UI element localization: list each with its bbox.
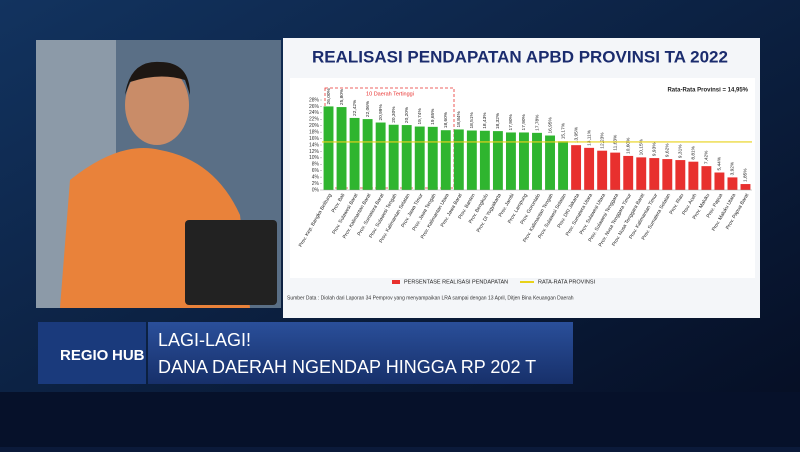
- value-label: 1,85%: [743, 168, 749, 182]
- bar: [597, 150, 608, 190]
- value-label: 18,60%: [443, 111, 449, 128]
- value-label: 20,20%: [404, 106, 410, 123]
- value-label: 18,43%: [482, 112, 488, 129]
- y-tick-label: 14%: [309, 142, 320, 148]
- value-label: 12,23%: [599, 132, 605, 149]
- y-tick-label: 18%: [309, 129, 320, 135]
- y-tick-label: 24%: [309, 110, 320, 116]
- value-label: 19,74%: [417, 108, 423, 125]
- bar: [336, 107, 347, 190]
- value-label: 22,06%: [365, 100, 371, 117]
- legend-swatch: [392, 280, 400, 284]
- bar: [623, 155, 634, 190]
- average-annotation: Rata-Rata Provinsi = 14,95%: [667, 88, 748, 94]
- value-label: 19,65%: [430, 108, 436, 125]
- value-label: 13,95%: [573, 126, 579, 143]
- value-label: 9,62%: [665, 143, 671, 157]
- desk-area: [0, 392, 800, 447]
- bar: [701, 166, 712, 190]
- value-label: 17,78%: [534, 114, 540, 131]
- y-tick-label: 28%: [309, 97, 320, 103]
- bar: [532, 132, 542, 190]
- value-label: 20,30%: [391, 106, 397, 123]
- value-label: 20,99%: [378, 104, 384, 121]
- value-label: 22,42%: [352, 99, 358, 116]
- bar: [375, 122, 386, 190]
- bar: [349, 117, 360, 190]
- logo-left: REGIO: [60, 347, 109, 364]
- logo-box: [38, 322, 146, 384]
- value-label: 10,15%: [639, 138, 645, 155]
- bar: [740, 184, 751, 190]
- y-tick-label: 0%: [312, 187, 320, 193]
- y-tick-label: 2%: [312, 181, 320, 187]
- bar: [414, 126, 425, 190]
- value-label: 25,80%: [339, 88, 345, 105]
- bar: [714, 172, 725, 190]
- value-label: 16,95%: [547, 117, 553, 134]
- value-label: 9,93%: [652, 142, 658, 156]
- headline-line-1: LAGI-LAGI!: [158, 330, 251, 350]
- value-label: 17,90%: [508, 113, 514, 130]
- y-tick-label: 12%: [309, 149, 320, 155]
- y-tick-label: 10%: [309, 155, 320, 161]
- legend-label: PERSENTASE REALISASI PENDAPATAN: [404, 279, 508, 285]
- value-label: 8,81%: [691, 145, 697, 159]
- bar: [545, 135, 555, 190]
- bar: [558, 141, 569, 190]
- y-tick-label: 6%: [312, 168, 320, 174]
- bar: [323, 106, 334, 190]
- highlight-label: 10 Daerah Tertinggi: [366, 91, 414, 97]
- value-label: 18,32%: [495, 112, 501, 129]
- value-label: 26,00%: [326, 87, 332, 104]
- bar: [466, 130, 477, 190]
- y-tick-label: 22%: [309, 117, 320, 123]
- bar: [492, 131, 503, 190]
- value-label: 13,11%: [586, 129, 592, 146]
- logo-right: HUB: [112, 347, 145, 364]
- legend-label: RATA-RATA PROVINSI: [538, 279, 596, 285]
- y-tick-label: 20%: [309, 123, 320, 129]
- bar: [636, 157, 647, 190]
- value-label: 9,31%: [678, 144, 684, 158]
- bar: [649, 158, 660, 190]
- bar: [505, 132, 516, 190]
- y-tick-label: 4%: [312, 174, 320, 180]
- y-tick-label: 8%: [312, 162, 320, 168]
- bar: [401, 125, 412, 190]
- bar: [440, 130, 451, 190]
- bar: [519, 132, 529, 190]
- bar: [584, 147, 595, 190]
- presenter-head: [125, 65, 189, 145]
- value-label: 15,17%: [560, 122, 566, 139]
- value-label: 17,90%: [521, 113, 527, 130]
- bar: [453, 129, 464, 190]
- chart-title: REALISASI PENDAPATAN APBD PROVINSI TA 20…: [312, 47, 728, 66]
- bar: [675, 160, 686, 190]
- value-label: 18,51%: [469, 111, 475, 128]
- bar: [479, 130, 490, 190]
- bar: [388, 124, 399, 190]
- bar: [571, 145, 582, 190]
- source-note: Sumber Data : Diolah dari Laporan 34 Pem…: [287, 295, 574, 301]
- bar: [610, 152, 621, 190]
- value-label: 10,60%: [625, 137, 631, 154]
- bar: [662, 159, 673, 190]
- value-label: 5,44%: [717, 156, 723, 170]
- bar: [727, 177, 738, 190]
- tablet: [185, 220, 277, 305]
- bar: [427, 126, 438, 190]
- y-tick-label: 16%: [309, 136, 320, 142]
- headline-line-2: DANA DAERAH NGENDAP HINGGA RP 202 T: [158, 357, 536, 377]
- presenter-hair: [125, 61, 190, 95]
- value-label: 3,92%: [730, 161, 736, 175]
- value-label: 7,42%: [704, 150, 710, 164]
- value-label: 18,84%: [456, 110, 462, 127]
- y-tick-label: 26%: [309, 104, 320, 110]
- headline-box: [148, 322, 573, 384]
- bar: [688, 161, 699, 190]
- bar: [362, 119, 373, 190]
